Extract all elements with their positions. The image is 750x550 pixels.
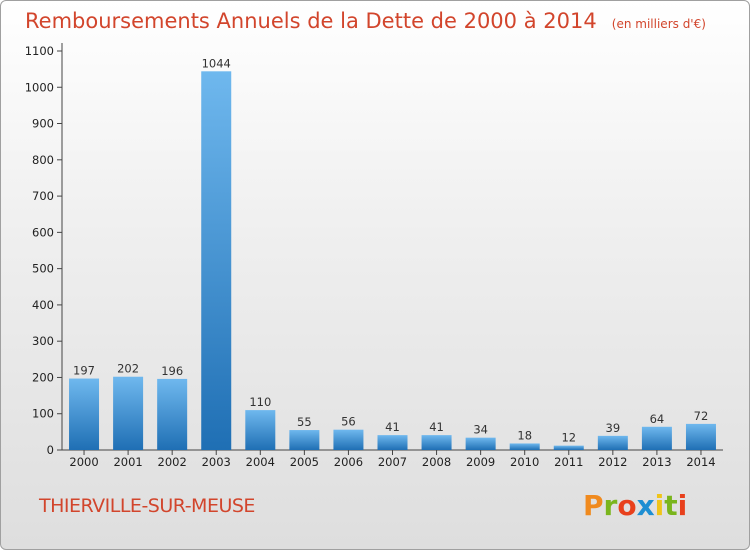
data-label: 56: [341, 415, 356, 429]
bar: [245, 410, 276, 450]
x-tick-label: 2012: [598, 455, 627, 469]
x-tick-label: 2003: [202, 455, 231, 469]
bar: [333, 429, 364, 450]
x-tick-label: 2006: [334, 455, 363, 469]
data-label: 64: [650, 412, 665, 426]
y-tick-label: 800: [32, 153, 54, 167]
bar: [201, 71, 232, 450]
bar: [597, 435, 628, 450]
x-tick-label: 2013: [642, 455, 671, 469]
bar: [685, 423, 716, 450]
x-tick-label: 2014: [686, 455, 715, 469]
bar: [553, 445, 584, 450]
proxiti-logo: Proxiti: [583, 489, 687, 522]
logo-letter: r: [603, 489, 618, 522]
y-tick-label: 700: [32, 189, 54, 203]
x-tick-label: 2000: [69, 455, 98, 469]
bar: [421, 435, 452, 450]
bar: [289, 430, 320, 450]
data-label: 196: [161, 364, 183, 378]
y-tick-label: 600: [32, 225, 54, 239]
x-tick-label: 2005: [290, 455, 319, 469]
data-label: 1044: [202, 56, 231, 70]
data-label: 34: [473, 423, 488, 437]
x-tick-label: 2007: [378, 455, 407, 469]
bar: [157, 378, 188, 450]
y-tick-label: 1000: [25, 80, 54, 94]
bar: [113, 376, 144, 450]
x-tick-label: 2009: [466, 455, 495, 469]
logo-letter: i: [654, 489, 665, 522]
chart-unit: (en milliers d'€): [611, 17, 706, 31]
y-tick-label: 500: [32, 262, 54, 276]
x-tick-label: 2002: [158, 455, 187, 469]
x-tick-label: 2010: [510, 455, 539, 469]
title-row: Remboursements Annuels de la Dette de 20…: [25, 9, 706, 33]
bar: [465, 437, 496, 450]
y-tick-label: 400: [32, 298, 54, 312]
logo-letter: t: [664, 489, 678, 522]
logo-letter: x: [636, 489, 655, 522]
bar: [69, 378, 100, 450]
data-label: 55: [297, 415, 312, 429]
data-label: 197: [73, 364, 95, 378]
y-tick-label: 200: [32, 370, 54, 384]
x-tick-label: 2008: [422, 455, 451, 469]
bar: [509, 443, 540, 450]
y-tick-label: 900: [32, 117, 54, 131]
y-tick-label: 100: [32, 407, 54, 421]
data-label: 202: [117, 362, 139, 376]
data-label: 72: [694, 409, 709, 423]
x-tick-label: 2011: [554, 455, 583, 469]
data-label: 41: [385, 420, 400, 434]
y-tick-label: 0: [47, 443, 54, 457]
data-label: 12: [561, 431, 576, 445]
commune-name: THIERVILLE-SUR-MEUSE: [39, 495, 255, 517]
x-tick-label: 2004: [246, 455, 275, 469]
data-label: 110: [249, 395, 271, 409]
logo-letter: P: [583, 489, 604, 522]
bar: [641, 426, 672, 450]
y-tick-label: 1100: [25, 44, 54, 58]
bar: [377, 435, 408, 450]
data-label: 41: [429, 420, 444, 434]
y-tick-label: 300: [32, 334, 54, 348]
data-label: 18: [517, 428, 532, 442]
data-label: 39: [606, 421, 621, 435]
logo-letter: i: [677, 489, 688, 522]
logo-letter: o: [617, 489, 637, 522]
chart-title: Remboursements Annuels de la Dette de 20…: [25, 9, 597, 33]
x-tick-label: 2001: [113, 455, 142, 469]
